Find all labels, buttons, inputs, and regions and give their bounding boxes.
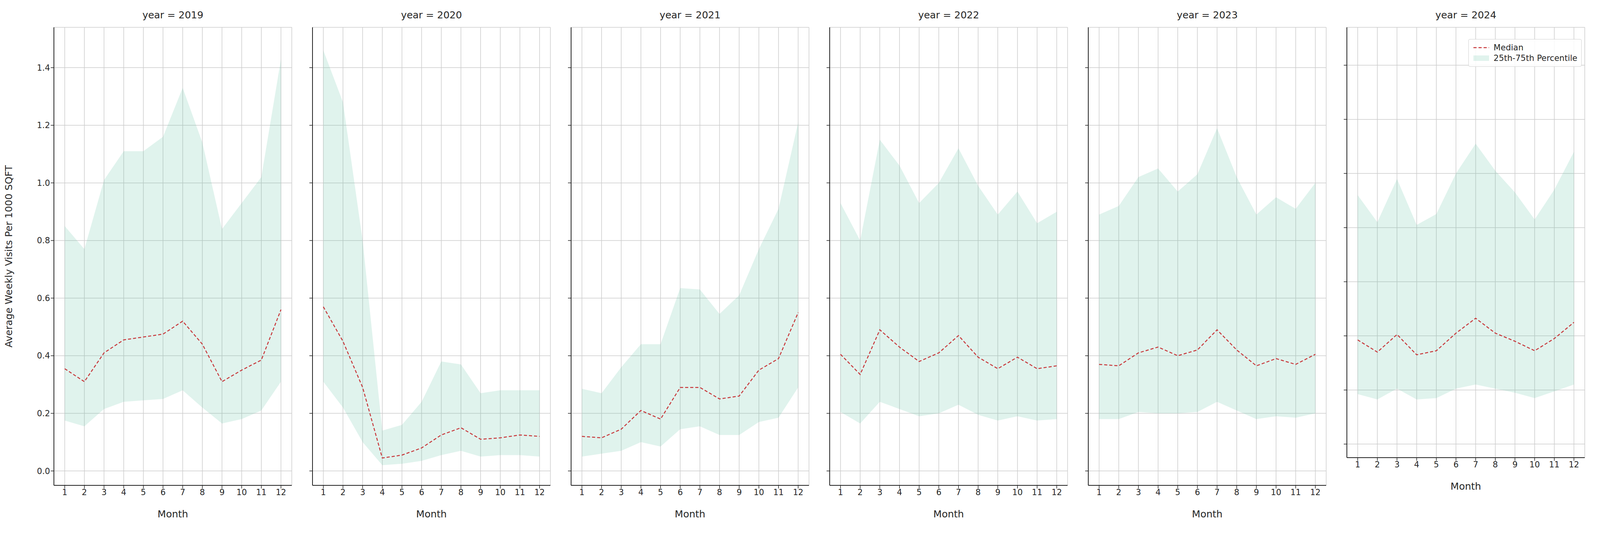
svg-text:2: 2	[857, 487, 863, 498]
html-text:year = 2023: year = 2023	[1176, 9, 1238, 21]
svg-text:3: 3	[1394, 460, 1400, 470]
svg-text:7: 7	[955, 487, 961, 498]
svg-text:6: 6	[936, 487, 942, 498]
svg-text:3: 3	[1135, 487, 1142, 498]
svg-text:11: 11	[1290, 487, 1302, 498]
svg-text:1: 1	[62, 487, 68, 498]
svg-text:6: 6	[419, 487, 425, 498]
svg-text:8: 8	[1233, 487, 1240, 498]
svg-text:1: 1	[837, 487, 843, 498]
svg-text:1.2: 1.2	[37, 120, 50, 131]
svg-text:7: 7	[438, 487, 444, 498]
svg-text:8: 8	[199, 487, 205, 498]
svg-text:6: 6	[160, 487, 166, 498]
svg-text:3: 3	[360, 487, 366, 498]
html-text:year = 2021: year = 2021	[659, 9, 721, 21]
svg-text:5: 5	[1433, 460, 1439, 470]
svg-text:5: 5	[657, 487, 663, 498]
svg-text:7: 7	[1473, 460, 1479, 470]
svg-text:12: 12	[534, 487, 545, 498]
svg-text:5: 5	[140, 487, 146, 498]
svg-text:4: 4	[1414, 460, 1420, 470]
svg-text:12: 12	[792, 487, 804, 498]
svg-text:2: 2	[1374, 460, 1380, 470]
svg-text:11: 11	[1032, 487, 1043, 498]
svg-text:11: 11	[773, 487, 784, 498]
svg-text:Average Weekly Visits Per 1000: Average Weekly Visits Per 1000 SQFT	[3, 164, 15, 348]
svg-text:5: 5	[916, 487, 922, 498]
svg-text:1: 1	[320, 487, 326, 498]
svg-text:12: 12	[1310, 487, 1321, 498]
svg-text:0.2: 0.2	[37, 408, 50, 419]
svg-text:9: 9	[478, 487, 484, 498]
svg-text:8: 8	[716, 487, 722, 498]
svg-text:1.4: 1.4	[37, 63, 50, 73]
svg-text:12: 12	[1568, 460, 1580, 470]
svg-text:0.4: 0.4	[37, 351, 50, 361]
svg-text:Month: Month	[416, 508, 447, 520]
svg-text:Month: Month	[933, 508, 964, 520]
svg-text:10: 10	[1012, 487, 1023, 498]
svg-text:6: 6	[1194, 487, 1200, 498]
svg-text:11: 11	[256, 487, 267, 498]
svg-text:3: 3	[618, 487, 624, 498]
svg-text:4: 4	[638, 487, 644, 498]
svg-text:10: 10	[236, 487, 247, 498]
svg-text:2: 2	[1116, 487, 1122, 498]
svg-text:5: 5	[1175, 487, 1181, 498]
svg-text:12: 12	[1051, 487, 1063, 498]
svg-text:9: 9	[1512, 460, 1518, 470]
svg-text:10: 10	[753, 487, 765, 498]
svg-text:3: 3	[101, 487, 107, 498]
svg-text:10: 10	[1270, 487, 1282, 498]
svg-text:0.0: 0.0	[37, 466, 50, 477]
svg-text:7: 7	[1214, 487, 1220, 498]
svg-text:7: 7	[697, 487, 703, 498]
svg-text:9: 9	[736, 487, 742, 498]
svg-text:Month: Month	[1450, 480, 1481, 493]
svg-text:Month: Month	[157, 508, 188, 520]
svg-text:4: 4	[379, 487, 385, 498]
svg-text:10: 10	[1529, 460, 1540, 470]
svg-text:1: 1	[1355, 460, 1361, 470]
svg-text:2: 2	[598, 487, 604, 498]
svg-text:8: 8	[975, 487, 981, 498]
svg-text:4: 4	[896, 487, 902, 498]
html-text:year = 2020: year = 2020	[400, 9, 462, 21]
svg-text:2: 2	[340, 487, 346, 498]
svg-text:7: 7	[180, 487, 186, 498]
html-text:year = 2019: year = 2019	[142, 9, 204, 21]
svg-text:2: 2	[81, 487, 87, 498]
svg-text:1: 1	[579, 487, 585, 498]
html-text:year = 2022: year = 2022	[918, 9, 980, 21]
svg-text:0.6: 0.6	[37, 293, 50, 304]
svg-text:8: 8	[1492, 460, 1498, 470]
svg-text:5: 5	[399, 487, 405, 498]
svg-text:9: 9	[995, 487, 1001, 498]
svg-text:8: 8	[458, 487, 464, 498]
svg-text:4: 4	[121, 487, 127, 498]
svg-text:12: 12	[275, 487, 287, 498]
html-text:25th-75th Percentile: 25th-75th Percentile	[1493, 53, 1578, 63]
svg-text:6: 6	[677, 487, 683, 498]
svg-text:0.8: 0.8	[37, 235, 50, 246]
svg-text:3: 3	[877, 487, 883, 498]
svg-text:6: 6	[1453, 460, 1459, 470]
svg-text:Month: Month	[674, 508, 706, 520]
svg-text:11: 11	[1549, 460, 1560, 470]
svg-text:1.0: 1.0	[37, 178, 50, 188]
svg-text:4: 4	[1155, 487, 1161, 498]
svg-text:1: 1	[1096, 487, 1102, 498]
svg-text:Month: Month	[1191, 508, 1223, 520]
svg-text:9: 9	[219, 487, 225, 498]
html-text:year = 2024: year = 2024	[1435, 9, 1497, 21]
svg-text:10: 10	[494, 487, 506, 498]
svg-text:11: 11	[514, 487, 526, 498]
html-text:Median: Median	[1493, 42, 1524, 53]
svg-text:9: 9	[1253, 487, 1259, 498]
